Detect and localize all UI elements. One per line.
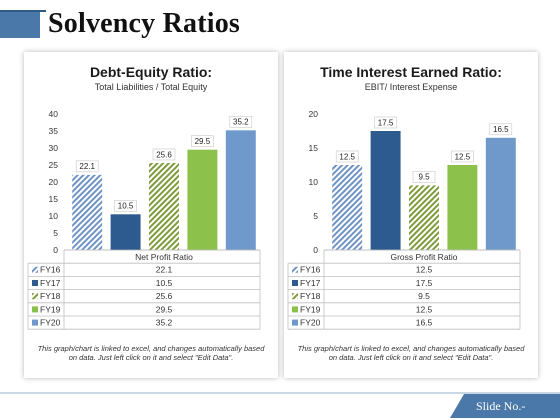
table-value-fy18: 9.5 (418, 291, 430, 301)
data-label-box (229, 116, 253, 128)
legend-swatch-fy17 (32, 280, 38, 286)
legend-swatch-fy16 (292, 266, 298, 273)
bar-fy20[interactable] (225, 130, 256, 250)
slide-number: Slide No.- (450, 394, 560, 418)
table-value-fy20: 16.5 (416, 318, 433, 328)
data-label: 12.5 (455, 152, 471, 161)
legend-label-fy18: FY18 (300, 291, 321, 301)
title-accent-line (0, 10, 46, 12)
y-tick-label: 5 (313, 211, 318, 221)
y-tick-label: 20 (49, 177, 59, 187)
title-accent-bar (0, 12, 40, 38)
legend-label-fy17: FY17 (40, 278, 61, 288)
chart-subtitle: EBIT/ Interest Expense (364, 82, 458, 92)
data-label: 25.6 (156, 150, 172, 159)
data-label: 29.5 (195, 137, 211, 146)
legend-label-fy16: FY16 (40, 265, 61, 275)
y-tick-label: 10 (49, 211, 59, 221)
time-interest-chart[interactable]: 0 5 10 15 20 12.5 17.5 9.5 12.5 16.5 Gross Profit … (284, 52, 538, 342)
data-label-box (335, 150, 359, 163)
data-label: 12.5 (339, 152, 355, 161)
y-tick-label: 0 (53, 245, 58, 255)
table-category-label: Gross Profit Ratio (390, 252, 457, 262)
data-label: 10.5 (118, 202, 134, 211)
y-tick-label: 40 (49, 109, 59, 119)
chart-note: This graph/chart is linked to excel, and… (37, 344, 265, 362)
y-tick-label: 10 (309, 177, 319, 187)
table-category-label: Net Profit Ratio (135, 252, 193, 262)
data-label: 16.5 (493, 125, 509, 134)
legend-label-fy19: FY19 (300, 304, 321, 314)
table-value-fy19: 29.5 (156, 304, 173, 314)
footer-band (0, 392, 560, 394)
bar-fy16[interactable] (332, 165, 363, 250)
data-label: 22.1 (79, 162, 95, 171)
chart-subtitle: Total Liabilities / Total Equity (94, 82, 208, 92)
bar-fy18[interactable] (149, 162, 179, 250)
data-label-box (412, 171, 436, 183)
bar-fy18[interactable] (409, 185, 439, 250)
table-value-fy17: 17.5 (416, 278, 433, 288)
bar-fy16[interactable] (72, 174, 103, 250)
data-label: 17.5 (378, 118, 394, 127)
debt-equity-chart[interactable]: 0 5 10 15 20 25 30 35 40 22.1 10.5 25.6 29.5 35.2 Net … (24, 52, 278, 342)
table-value-fy20: 35.2 (156, 318, 173, 328)
y-tick-label: 5 (53, 228, 58, 238)
table-value-fy19: 12.5 (416, 304, 433, 314)
y-tick-label: 35 (49, 126, 59, 136)
y-tick-label: 15 (309, 143, 319, 153)
legend-swatch-fy19 (292, 306, 298, 313)
bar-fy19[interactable] (447, 165, 478, 250)
y-tick-label: 20 (309, 109, 319, 119)
y-tick-label: 0 (313, 245, 318, 255)
bar-fy20[interactable] (485, 137, 516, 250)
y-tick-label: 30 (49, 143, 59, 153)
bar-fy17[interactable] (110, 214, 141, 250)
legend-label-fy17: FY17 (300, 278, 321, 288)
chart-title: Debt-Equity Ratio: (89, 64, 213, 80)
data-label-box (152, 148, 176, 161)
data-label-box (75, 160, 99, 173)
y-tick-label: 15 (49, 194, 59, 204)
table-value-fy16: 12.5 (416, 265, 433, 275)
legend-swatch-fy20 (32, 319, 38, 326)
legend-swatch-fy16 (32, 266, 38, 273)
legend-swatch-fy18 (292, 293, 298, 300)
chart-title: Time Interest Earned Ratio: (320, 64, 502, 80)
legend-label-fy19: FY19 (40, 304, 61, 314)
legend-swatch-fy17 (292, 280, 298, 286)
legend-label-fy20: FY20 (300, 318, 321, 328)
legend-label-fy20: FY20 (40, 318, 61, 328)
data-label: 9.5 (418, 173, 430, 182)
table-value-fy18: 25.6 (156, 291, 173, 301)
legend-swatch-fy18 (32, 293, 38, 300)
bar-fy17[interactable] (370, 131, 401, 250)
legend-label-fy16: FY16 (300, 265, 321, 275)
legend-swatch-fy19 (32, 306, 38, 313)
data-label-box (451, 150, 474, 163)
data-label-box (374, 116, 397, 129)
data-label-box (191, 135, 214, 147)
time-interest-panel: Time Interest Earned Ratio: EBIT/ Intere… (284, 52, 538, 378)
table-value-fy17: 10.5 (156, 278, 173, 288)
legend-label-fy18: FY18 (40, 291, 61, 301)
data-label-box (114, 200, 137, 212)
data-label-box (489, 123, 513, 136)
legend-swatch-fy20 (292, 319, 298, 326)
table-value-fy16: 22.1 (156, 265, 173, 275)
chart-note: This graph/chart is linked to excel, and… (297, 344, 525, 362)
debt-equity-panel: Debt-Equity Ratio: Total Liabilities / T… (24, 52, 278, 378)
y-tick-label: 25 (49, 160, 59, 170)
data-label: 35.2 (233, 118, 249, 127)
bar-fy19[interactable] (187, 149, 218, 250)
slide-title: Solvency Ratios (48, 8, 240, 39)
